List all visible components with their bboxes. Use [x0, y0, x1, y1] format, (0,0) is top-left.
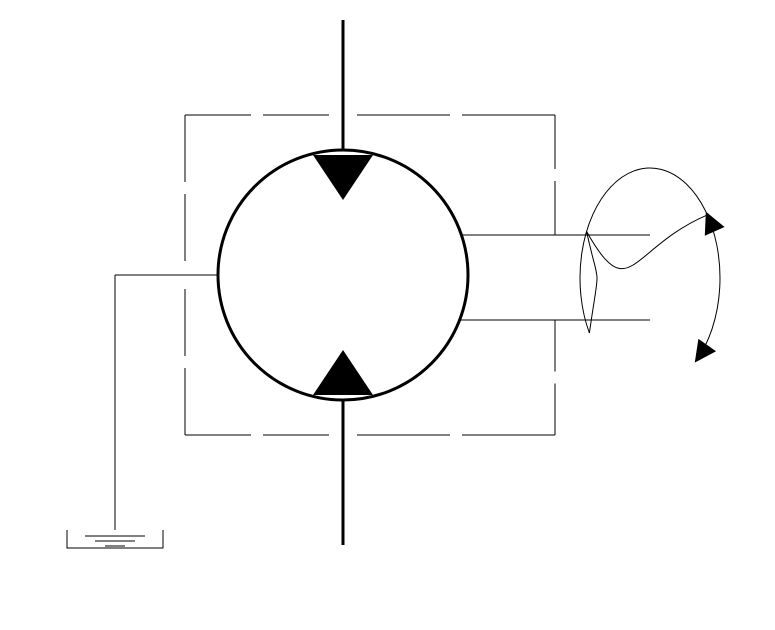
hydraulic-pump-diagram — [0, 0, 775, 630]
